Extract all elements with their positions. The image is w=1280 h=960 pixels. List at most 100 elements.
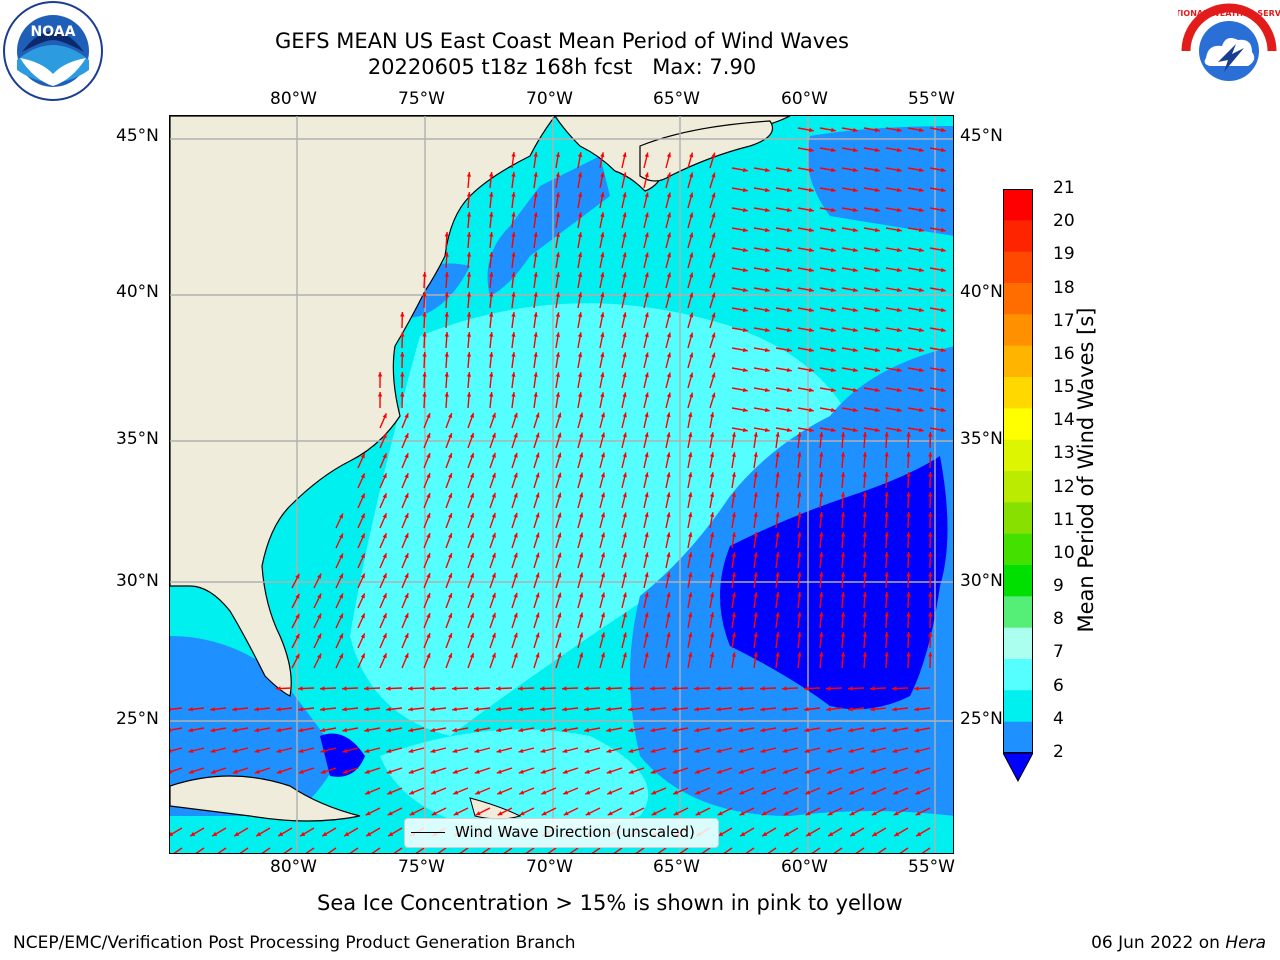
wave-arrow-head [276, 707, 281, 712]
wave-arrow-head [775, 552, 780, 557]
wave-arrow-head [784, 831, 790, 837]
wave-arrow-head [513, 552, 518, 558]
wave-arrow-head [872, 831, 878, 837]
wave-arrow-head [212, 831, 218, 837]
wave-arrow-head [716, 686, 721, 691]
wave-arrow-head [753, 632, 758, 637]
wave-arrow-head [489, 352, 494, 357]
wave-arrow-head [808, 347, 814, 353]
colorbar-band [1003, 502, 1033, 535]
wave-arrow-head [600, 612, 605, 618]
wave-arrow-head [444, 392, 449, 397]
wave-arrow-head [339, 573, 343, 579]
wave-arrow-head [535, 432, 540, 438]
wave-arrow-head [782, 748, 788, 753]
wave-arrow [170, 727, 183, 731]
wave-arrow-head [391, 852, 392, 853]
wave-arrow-head [830, 167, 836, 173]
wave-arrow-head [511, 372, 516, 377]
wave-arrow [613, 847, 623, 853]
wave-arrow-head [404, 653, 409, 659]
wave-arrow-head [742, 227, 748, 233]
wave-arrow-head [753, 592, 758, 597]
wave-arrow-head [452, 707, 457, 712]
wave-arrow-head [448, 413, 453, 418]
wave-arrow-head [540, 686, 545, 691]
colorbar-tick-label: 9 [1053, 576, 1064, 597]
wave-arrow [239, 847, 249, 853]
period-under-2-bahamas-region [320, 733, 365, 777]
wave-arrow-head [276, 686, 281, 691]
wave-arrow-head [884, 592, 889, 597]
wave-arrow-head [466, 252, 472, 257]
wave-arrow-head [689, 292, 694, 298]
wave-arrow-head [742, 247, 748, 253]
wave-arrow-head [325, 852, 326, 853]
wave-arrow-head [716, 707, 721, 712]
wave-arrow-head [584, 769, 590, 774]
wave-arrow-head [489, 292, 494, 297]
wave-arrow-head [496, 686, 501, 691]
wave-arrow-head [742, 387, 748, 393]
wave-arrow-head [317, 573, 322, 579]
wave-arrow-head [918, 367, 924, 373]
wave-arrow-head [874, 347, 880, 353]
footer-date: 06 Jun 2022 on Hera [1091, 933, 1266, 953]
wave-arrow-head [742, 187, 748, 193]
wave-arrow-head [606, 769, 612, 774]
wave-arrow-head [404, 433, 409, 439]
wave-arrow-head [382, 593, 387, 599]
wave-arrow-head [840, 652, 846, 657]
wave-arrow-head [533, 152, 538, 157]
wave-arrow-head [928, 652, 933, 657]
wave-arrow-head [339, 653, 343, 659]
colorbar-tick-label: 18 [1053, 277, 1075, 298]
wave-arrow [569, 847, 579, 853]
wave-arrow [437, 847, 447, 853]
wave-arrow-head [677, 852, 678, 853]
wave-arrow-head [830, 367, 836, 373]
wave-arrow-head [808, 307, 814, 313]
wave-arrow-head [740, 831, 746, 837]
wave-arrow-head [764, 207, 770, 213]
wave-arrow-head [533, 312, 538, 317]
wave-arrow-head [797, 612, 802, 617]
wave-arrow-head [914, 769, 920, 774]
wave-arrow-head [871, 790, 877, 795]
wave-arrow-head [731, 652, 736, 657]
wave-arrow-head [918, 227, 924, 233]
wave-arrow-head [491, 632, 496, 638]
wave-arrow-head [628, 707, 633, 712]
wave-arrow [261, 847, 271, 853]
wave-arrow [283, 847, 293, 853]
wave-arrow-head [511, 232, 516, 237]
wave-arrow-head [622, 512, 627, 518]
wave-arrow-head [786, 307, 792, 313]
wave-arrow-head [666, 652, 671, 658]
wave-arrow-head [386, 748, 392, 753]
wave-arrow-head [830, 327, 836, 333]
wave-arrow-head [884, 552, 889, 557]
wave-arrow-head [709, 472, 715, 478]
wave-arrow-head [804, 686, 809, 691]
wave-arrow-head [892, 707, 897, 712]
wave-arrow-head [409, 790, 415, 795]
colorbar-tick-label: 14 [1053, 410, 1075, 431]
wave-arrow-head [489, 172, 494, 177]
wave-arrow-head [651, 811, 657, 816]
wave-arrow-head [819, 652, 824, 657]
wave-arrow-head [360, 593, 365, 599]
wave-arrow-head [786, 227, 792, 233]
wave-arrow-head [469, 413, 474, 418]
wave-arrow-head [797, 552, 802, 557]
wave-arrow-head [852, 287, 858, 293]
wave-arrow-head [382, 413, 387, 419]
wave-arrow-head [474, 686, 479, 691]
wave-arrow-head [830, 127, 836, 133]
wave-arrow-head [386, 769, 392, 774]
wave-arrow-head [382, 453, 387, 459]
wave-arrow-head [918, 327, 924, 333]
wave-arrow [811, 847, 821, 853]
wave-arrow-head [426, 653, 431, 659]
wave-arrow-head [862, 432, 867, 437]
